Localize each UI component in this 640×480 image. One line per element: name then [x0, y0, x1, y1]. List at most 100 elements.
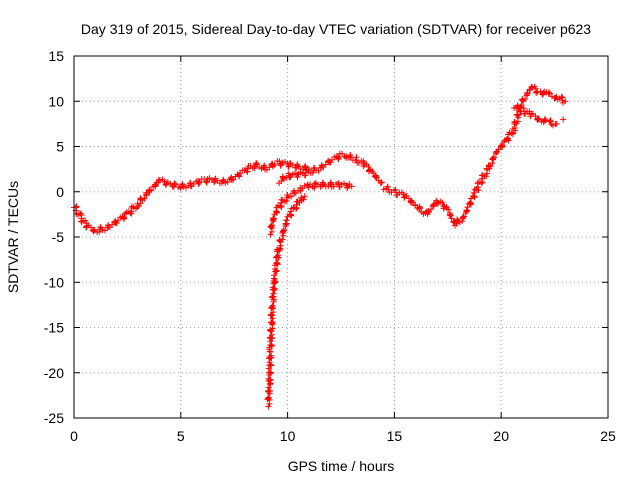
data-point [132, 205, 139, 212]
x-tick-label: 5 [177, 428, 185, 444]
data-point [547, 118, 554, 125]
data-point [143, 191, 150, 198]
data-point [523, 91, 530, 98]
x-tick-label: 10 [280, 428, 296, 444]
y-tick-label: 15 [48, 48, 64, 64]
data-point [370, 170, 377, 177]
data-point [265, 403, 272, 410]
axis-ticks: 0 5 10 15 20 25 -25 -20 -15 -10 -5 0 5 10 15 [44, 48, 616, 444]
data-point [434, 200, 441, 207]
data-point [265, 394, 272, 401]
data-point [347, 152, 354, 159]
y-tick-label: -5 [52, 229, 65, 245]
data-point [535, 115, 542, 122]
data-point [264, 387, 271, 394]
x-tick-label: 20 [493, 428, 509, 444]
data-point [287, 208, 294, 215]
data-point [267, 370, 274, 377]
data-point [236, 173, 243, 180]
y-tick-label: 0 [56, 184, 64, 200]
data-point [294, 173, 301, 180]
data-point [491, 154, 498, 161]
data-point [412, 201, 419, 208]
data-point [327, 180, 334, 187]
data-point [286, 160, 293, 167]
data-point [280, 226, 287, 233]
data-point [305, 184, 312, 191]
data-point [454, 216, 461, 223]
data-point [269, 312, 276, 319]
data-point [300, 196, 307, 203]
data-point [269, 293, 276, 300]
data-point [526, 87, 533, 94]
x-tick-label: 15 [387, 428, 403, 444]
data-point [327, 159, 334, 166]
data-point [553, 120, 560, 127]
data-point [471, 194, 478, 201]
data-point [297, 169, 304, 176]
data-point [269, 302, 276, 309]
data-point [271, 276, 278, 283]
data-point [282, 220, 289, 227]
x-tick-label: 25 [600, 428, 616, 444]
data-point [560, 116, 567, 123]
data-point [439, 199, 446, 206]
data-point [171, 180, 178, 187]
data-point [261, 162, 268, 169]
data-point [335, 154, 342, 161]
data-point [267, 231, 274, 238]
data-point [203, 178, 210, 185]
data-point [211, 179, 218, 186]
x-axis-label: GPS time / hours [288, 458, 395, 474]
data-point [445, 206, 452, 213]
data-point [463, 207, 470, 214]
data-point [271, 161, 278, 168]
data-point [268, 343, 275, 350]
data-point [483, 173, 490, 180]
data-point [467, 199, 474, 206]
data-point [77, 210, 84, 217]
data-point [196, 179, 203, 186]
data-point [545, 89, 552, 96]
data-point [464, 204, 471, 211]
data-point [373, 174, 380, 181]
data-point [121, 214, 128, 221]
data-point [353, 156, 360, 163]
x-tick-label: 0 [70, 428, 78, 444]
data-point [279, 236, 286, 243]
data-point [265, 365, 272, 372]
data-point [253, 159, 260, 166]
data-point [268, 222, 275, 229]
data-point [495, 146, 502, 153]
y-tick-label: -25 [44, 410, 64, 426]
y-tick-label: 5 [56, 139, 64, 155]
data-point [146, 188, 153, 195]
data-point [276, 245, 283, 252]
data-point [309, 169, 316, 176]
data-point [385, 186, 392, 193]
data-point [274, 259, 281, 266]
y-axis-label: SDTVAR / TECUs [5, 181, 21, 293]
data-point [267, 362, 274, 369]
data-point [272, 268, 279, 275]
data-point [448, 215, 455, 222]
data-point [322, 161, 329, 168]
data-point [499, 142, 506, 149]
data-point [276, 237, 283, 244]
chart-title: Day 319 of 2015, Sidereal Day-to-day VTE… [81, 21, 591, 37]
data-point [533, 89, 540, 96]
data-point [348, 183, 355, 190]
data-point [416, 205, 423, 212]
data-point [82, 217, 89, 224]
data-point [470, 189, 477, 196]
data-point [275, 254, 282, 261]
data-point [558, 93, 565, 100]
data-point [268, 352, 275, 359]
data-point [275, 252, 282, 259]
data-point [518, 101, 525, 108]
data-point [553, 93, 560, 100]
data-point [447, 212, 454, 219]
data-point [265, 384, 272, 391]
data-point [541, 116, 548, 123]
